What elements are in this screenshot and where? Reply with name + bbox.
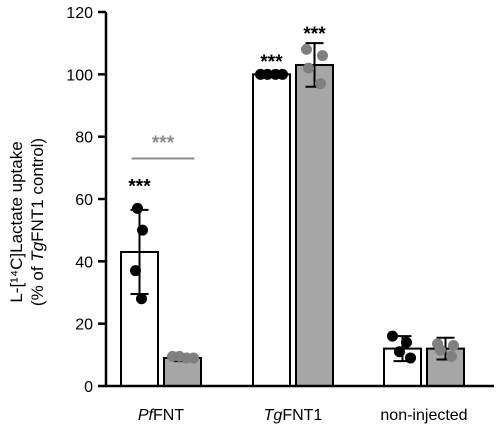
data-point	[301, 43, 312, 55]
bar	[252, 73, 291, 387]
bar	[295, 63, 334, 387]
data-points	[130, 43, 459, 364]
data-point	[405, 352, 416, 364]
data-point	[188, 352, 199, 364]
data-point	[303, 62, 314, 74]
significance-label: ***	[303, 24, 326, 45]
data-point	[262, 68, 273, 80]
y-axis-label: L-[¹⁴C]Lactate uptake	[7, 141, 26, 302]
significance-label: ***	[128, 177, 151, 198]
data-point	[277, 68, 288, 80]
significance-annotations: *** *** *** ***	[128, 24, 326, 198]
y-tick-label: 120	[66, 5, 93, 22]
y-tick-label: 80	[75, 130, 93, 147]
y-tick-label: 20	[75, 317, 93, 334]
x-category-label: TgFNT1	[264, 407, 323, 424]
data-point	[446, 350, 457, 362]
data-point	[315, 78, 326, 90]
x-axis: PfFNT TgFNT1 non-injected	[106, 384, 494, 424]
y-tick-label: 60	[75, 192, 93, 209]
data-point	[317, 50, 328, 62]
data-point	[137, 224, 148, 236]
x-category-label: non-injected	[380, 407, 467, 424]
data-point	[448, 339, 459, 351]
error-bars	[130, 42, 455, 363]
data-point	[401, 336, 412, 348]
data-point	[132, 202, 143, 214]
significance-label: ***	[260, 52, 283, 73]
data-point	[394, 346, 405, 358]
y-tick-label: 40	[75, 254, 93, 271]
data-point	[130, 265, 141, 277]
y-tick-label: 0	[84, 379, 93, 396]
data-point	[435, 344, 446, 356]
significance-label: ***	[152, 133, 175, 154]
bars	[120, 63, 465, 388]
x-category-label: PfFNT	[138, 407, 184, 424]
data-point	[136, 293, 147, 305]
y-axis-label-line2: (% of TgFNT1 control)	[28, 138, 47, 306]
y-axis: 0 20 40 60 80 100 120	[66, 5, 108, 396]
y-tick-label: 100	[66, 67, 93, 84]
data-point	[387, 330, 398, 342]
